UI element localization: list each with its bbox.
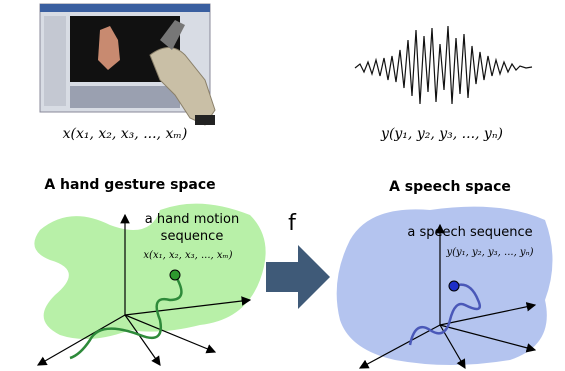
gesture-title: A hand gesture space <box>44 177 215 193</box>
speech-formula: y(y₁, y₂, y₃, ..., yₙ) <box>380 126 503 142</box>
speech-title: A speech space <box>389 179 511 195</box>
mapping-label: f <box>288 211 297 236</box>
speech-sequence-label: a speech sequence <box>407 225 532 240</box>
gesture-formula: x(x₁, x₂, x₃, ..., xₘ) <box>63 126 188 142</box>
gesture-screenshot <box>40 4 215 125</box>
gesture-start-point <box>170 270 180 280</box>
gesture-sequence-label: sequence <box>161 229 224 244</box>
gesture-sequence-formula: x(x₁, x₂, x₃, ..., xₘ) <box>143 250 232 261</box>
mapping-arrow <box>266 245 330 309</box>
speech-start-point <box>449 281 459 291</box>
diagram: x(x₁, x₂, x₃, ..., xₘ) y(y₁, y₂, y₃, ...… <box>0 0 565 371</box>
gesture-sequence-label: a hand motion <box>145 212 239 227</box>
speech-sequence-formula: y(y₁, y₂, y₃, ..., yₙ) <box>445 247 533 258</box>
speech-waveform <box>355 26 532 104</box>
